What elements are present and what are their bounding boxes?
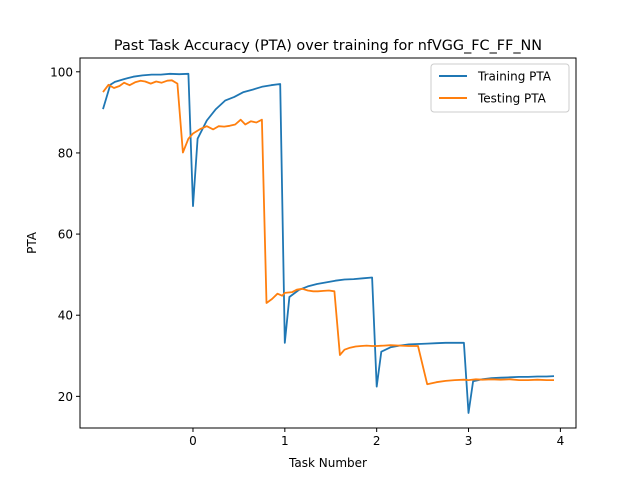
legend-label-training: Training PTA	[477, 70, 552, 84]
y-tick-label: 60	[58, 228, 73, 242]
y-axis-ticks: 20 40 60 80 100	[50, 65, 80, 404]
series-lines	[102, 72, 555, 414]
series-line-training	[102, 72, 555, 414]
x-tick-label: 2	[373, 434, 381, 448]
y-axis-label: PTA	[25, 231, 39, 254]
x-tick-label: 1	[281, 434, 289, 448]
x-tick-label: 3	[465, 434, 473, 448]
legend-label-testing: Testing PTA	[477, 92, 547, 106]
plot-frame	[79, 57, 577, 429]
y-tick-label: 100	[50, 65, 73, 79]
series-line-testing	[102, 79, 554, 386]
legend: Training PTA Testing PTA	[430, 63, 570, 113]
y-tick-label: 40	[58, 309, 73, 323]
x-tick-label: 0	[189, 434, 197, 448]
y-tick-label: 80	[58, 146, 73, 160]
x-axis-ticks: 0 1 2 3 4	[189, 428, 564, 448]
plot-area: 0 1 2 3 4 20 40 60 80 100	[50, 57, 577, 448]
x-axis-label: Task Number	[288, 456, 367, 470]
y-tick-label: 20	[58, 390, 73, 404]
x-tick-label: 4	[557, 434, 565, 448]
chart-title: Past Task Accuracy (PTA) over training f…	[114, 38, 542, 54]
